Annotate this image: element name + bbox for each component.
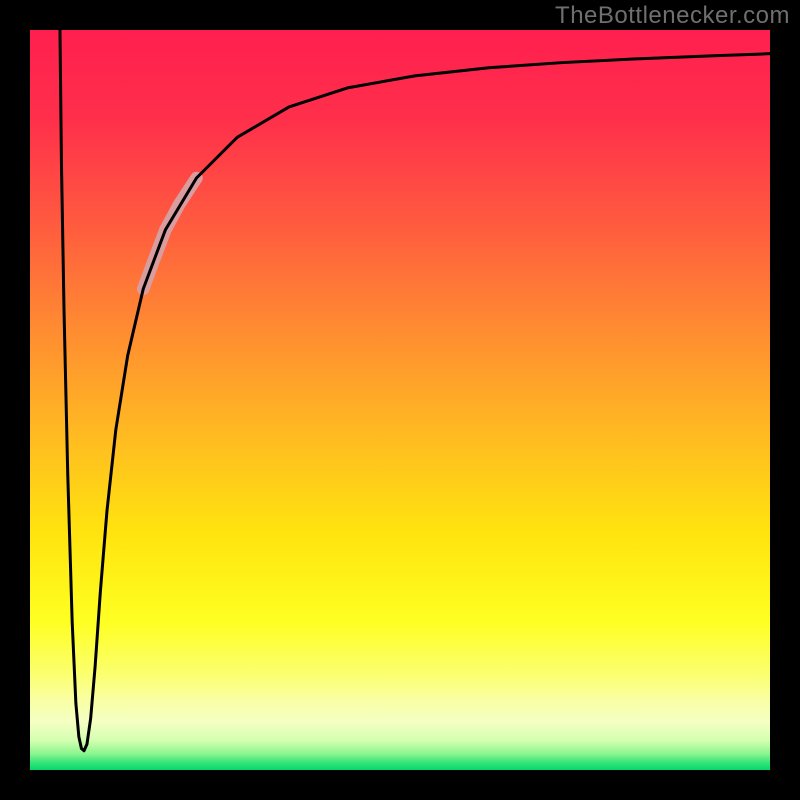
chart-svg [0, 0, 800, 800]
plot-background [30, 30, 770, 770]
chart-frame: TheBottlenecker.com [0, 0, 800, 800]
watermark-text: TheBottlenecker.com [555, 2, 790, 30]
